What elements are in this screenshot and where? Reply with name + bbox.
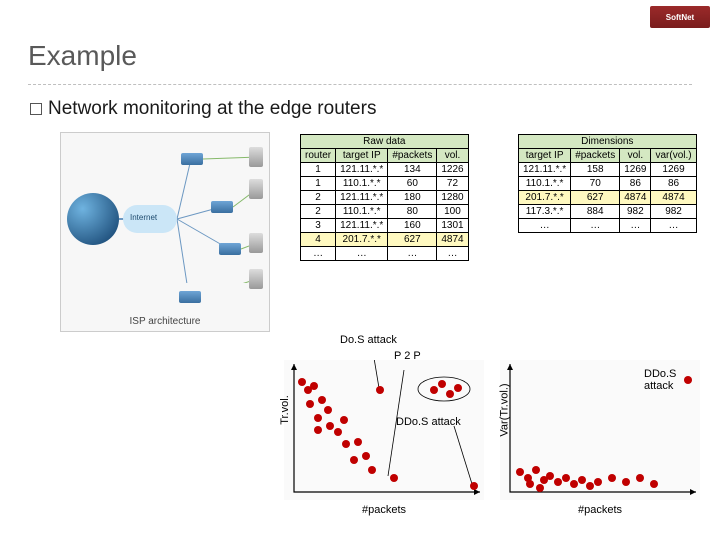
router-icon [181,153,203,165]
table-row: 201.7.*.*62748744874 [519,191,697,205]
title-divider [28,84,692,85]
table-row: ………… [519,219,697,233]
column-header: #packets [388,149,437,163]
x-axis-label: #packets [500,504,700,516]
ddos-annotation-left: DDo.S attack [396,416,461,428]
server-icon [249,233,263,253]
network-diagram: ISP architecture [60,132,270,332]
globe-icon [67,193,119,245]
server-icon [249,179,263,199]
p2p-annotation: P 2 P [394,350,421,362]
subtitle: Network monitoring at the edge routers [30,98,376,120]
table-row: 2121.11.*.*1801280 [301,191,469,205]
table-row: 4201.7.*.*6274874 [301,233,469,247]
column-header: vol. [437,149,468,163]
raw-data-table: Raw data routertarget IP#packetsvol. 112… [300,134,469,261]
page-title: Example [28,40,137,72]
table-row: 121.11.*.*15812691269 [519,163,697,177]
ddos-annotation-right: DDo.S attack [644,368,700,392]
column-header: #packets [571,149,620,163]
brand-logo: SoftNet [650,6,710,28]
table-header-span: Raw data [301,135,469,149]
table-row: 2110.1.*.*80100 [301,205,469,219]
table-row: 1121.11.*.*1341226 [301,163,469,177]
server-icon [249,269,263,289]
scatter-chart-left: Tr.vol. #packets Do.S attack P 2 P DDo.S… [284,360,484,500]
scatter-chart-right: Var(Tr.vol.) #packets DDo.S attack [500,360,700,500]
table-header-span: Dimensions [519,135,697,149]
column-header: target IP [336,149,388,163]
dimensions-table: Dimensions target IP#packetsvol.var(vol.… [518,134,697,233]
column-header: target IP [519,149,571,163]
column-header: vol. [620,149,651,163]
column-header: var(vol.) [651,149,696,163]
internet-cloud [123,205,177,233]
table-row: 117.3.*.*884982982 [519,205,697,219]
table-row: ………… [301,247,469,261]
router-icon [211,201,233,213]
subtitle-text: Network monitoring at the edge routers [48,98,376,119]
server-icon [249,147,263,167]
x-axis-label: #packets [284,504,484,516]
y-axis-label: Var(Tr.vol.) [499,383,511,436]
column-header: router [301,149,336,163]
dos-annotation: Do.S attack [340,334,397,346]
router-icon [219,243,241,255]
y-axis-label: Tr.vol. [279,395,291,425]
table-row: 1110.1.*.*6072 [301,177,469,191]
router-icon [179,291,201,303]
table-row: 3121.11.*.*1601301 [301,219,469,233]
table-row: 110.1.*.*708686 [519,177,697,191]
diagram-caption: ISP architecture [61,316,269,327]
